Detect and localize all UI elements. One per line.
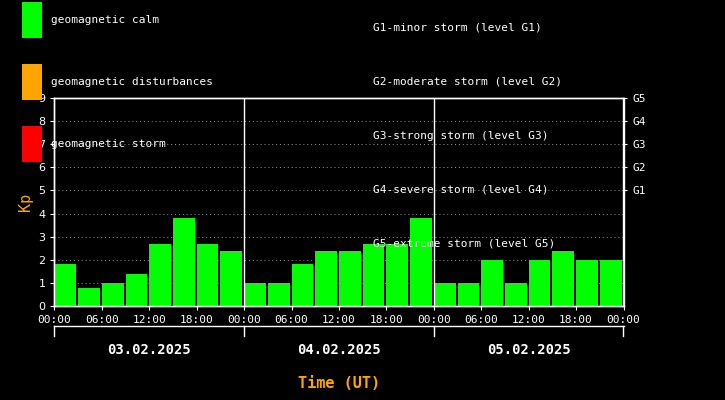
Bar	[315, 250, 337, 306]
Text: G4-severe storm (level G4): G4-severe storm (level G4)	[373, 185, 549, 195]
Bar	[54, 264, 76, 306]
Bar	[102, 283, 124, 306]
Bar	[505, 283, 527, 306]
Text: geomagnetic disturbances: geomagnetic disturbances	[51, 77, 212, 87]
Bar	[173, 218, 195, 306]
Bar	[244, 283, 266, 306]
Bar	[529, 260, 550, 306]
Bar	[481, 260, 503, 306]
Bar	[410, 218, 432, 306]
Bar	[434, 283, 455, 306]
Bar	[552, 250, 574, 306]
Bar	[196, 244, 218, 306]
Text: G1-minor storm (level G1): G1-minor storm (level G1)	[373, 23, 542, 33]
Text: 05.02.2025: 05.02.2025	[486, 343, 571, 357]
Bar	[125, 274, 147, 306]
Bar	[362, 244, 384, 306]
Bar	[339, 250, 361, 306]
Bar	[268, 283, 289, 306]
Text: G3-strong storm (level G3): G3-strong storm (level G3)	[373, 131, 549, 141]
Bar	[576, 260, 598, 306]
Bar	[386, 244, 408, 306]
Text: G2-moderate storm (level G2): G2-moderate storm (level G2)	[373, 77, 563, 87]
Text: G5-extreme storm (level G5): G5-extreme storm (level G5)	[373, 239, 555, 249]
Text: geomagnetic calm: geomagnetic calm	[51, 15, 159, 25]
Text: 03.02.2025: 03.02.2025	[107, 343, 191, 357]
Bar	[220, 250, 242, 306]
Bar	[457, 283, 479, 306]
Bar	[624, 264, 645, 306]
Text: geomagnetic storm: geomagnetic storm	[51, 139, 165, 149]
Bar	[291, 264, 313, 306]
Bar	[149, 244, 171, 306]
Bar	[78, 288, 100, 306]
Text: Time (UT): Time (UT)	[298, 376, 380, 392]
Text: 04.02.2025: 04.02.2025	[297, 343, 381, 357]
Y-axis label: Kp: Kp	[17, 193, 33, 211]
Bar	[600, 260, 621, 306]
